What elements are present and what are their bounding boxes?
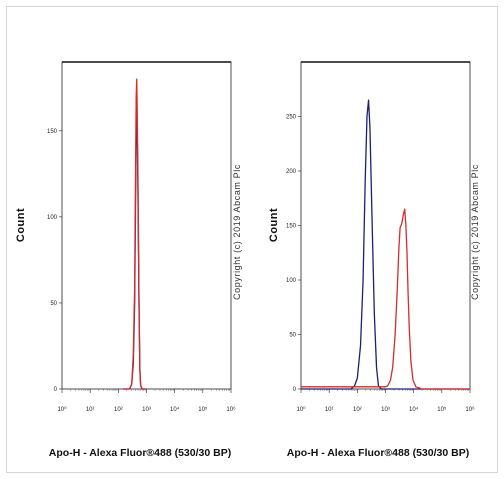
y-tick-label: 150 xyxy=(47,129,58,135)
y-axis-label: Count xyxy=(268,208,280,242)
x-tick-label: 10⁴ xyxy=(409,406,419,413)
histogram-series-line xyxy=(301,208,470,390)
x-tick-label: 10⁰ xyxy=(296,406,306,413)
x-tick-label: 10⁶ xyxy=(465,406,475,413)
histogram-panel-left: Count Apo-H - Alexa Fluor®488 (530/30 BP… xyxy=(15,61,242,459)
y-tick-label: 50 xyxy=(50,301,57,307)
x-tick-label: 10⁵ xyxy=(198,406,208,413)
x-tick-label: 10² xyxy=(353,407,362,413)
histogram-series-line xyxy=(123,78,147,390)
x-tick-label: 10¹ xyxy=(325,407,334,413)
y-tick-label: 250 xyxy=(286,115,297,121)
figure-frame xyxy=(6,6,498,473)
copyright-watermark: Copyright (c) 2019 Abcam Plc xyxy=(232,164,242,300)
x-axis-label: Apo-H - Alexa Fluor®488 (530/30 BP) xyxy=(287,447,469,459)
x-tick-label: 10⁰ xyxy=(57,406,67,413)
x-axis-label: Apo-H - Alexa Fluor®488 (530/30 BP) xyxy=(49,447,231,459)
y-tick-label: 100 xyxy=(286,278,297,284)
x-tick-label: 10¹ xyxy=(86,407,95,413)
x-tick-label: 10² xyxy=(114,407,123,413)
y-tick-label: 200 xyxy=(286,169,297,175)
histogram-panel-right: Count Apo-H - Alexa Fluor®488 (530/30 BP… xyxy=(268,61,480,459)
histogram-series-line xyxy=(301,99,470,390)
x-tick-label: 10³ xyxy=(381,407,390,413)
plot-area-border xyxy=(61,61,232,390)
x-tick-label: 10⁵ xyxy=(437,406,447,413)
y-tick-label: 50 xyxy=(289,333,296,339)
copyright-watermark: Copyright (c) 2019 Abcam Plc xyxy=(470,164,480,300)
y-tick-label: 0 xyxy=(54,387,58,393)
x-tick-label: 10⁴ xyxy=(170,406,180,413)
y-tick-label: 0 xyxy=(293,387,297,393)
y-tick-label: 150 xyxy=(286,224,297,230)
y-tick-label: 100 xyxy=(47,215,58,221)
y-axis-label: Count xyxy=(15,208,27,242)
x-tick-label: 10⁶ xyxy=(226,406,236,413)
x-tick-label: 10³ xyxy=(142,407,151,413)
plot-area-border xyxy=(300,61,471,390)
